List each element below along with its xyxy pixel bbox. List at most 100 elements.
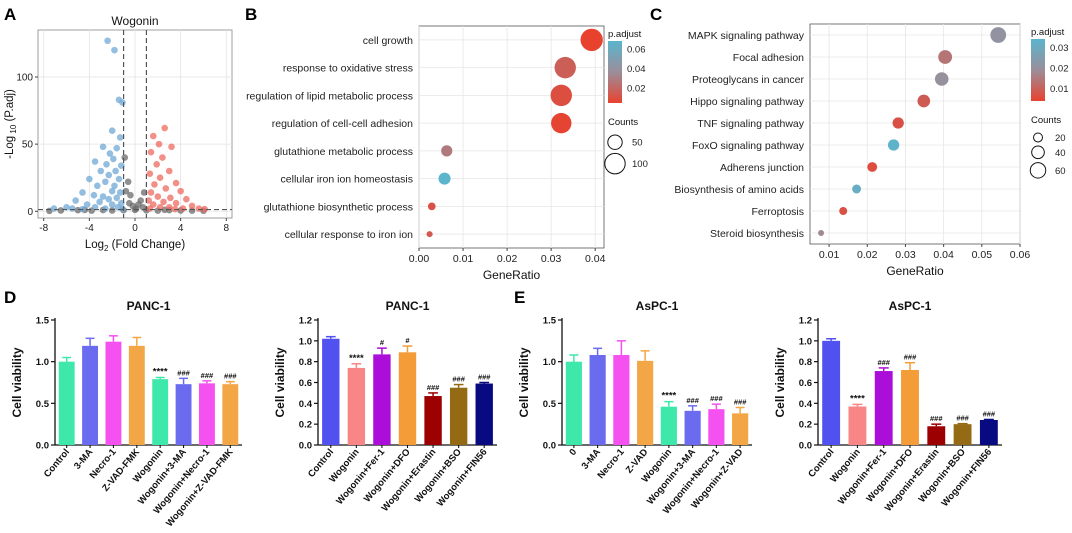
volcano-point bbox=[156, 203, 164, 211]
term-label: response to oxidative stress bbox=[283, 63, 413, 75]
y-tick-label: 0.6 bbox=[799, 378, 812, 389]
significance-label: ### bbox=[427, 383, 440, 392]
x-tick-label: 0.03 bbox=[895, 249, 916, 261]
y-tick-label: 50 bbox=[22, 140, 34, 151]
x-tick-label: -8 bbox=[39, 223, 48, 234]
x-tick-label: 0.05 bbox=[972, 249, 993, 261]
bar bbox=[475, 383, 493, 445]
x-tick-label: 0 bbox=[132, 223, 138, 234]
term-label: Biosynthesis of amino acids bbox=[674, 184, 804, 196]
y-tick-label: 0.5 bbox=[36, 399, 50, 410]
volcano-point bbox=[94, 182, 101, 190]
volcano-point bbox=[168, 143, 175, 151]
bar bbox=[152, 379, 169, 445]
x-tick-label: 8 bbox=[224, 223, 230, 234]
term-dot bbox=[550, 84, 572, 107]
term-label: FoxO signaling pathway bbox=[692, 140, 805, 152]
volcano-point bbox=[124, 178, 132, 186]
term-label: MAPK signaling pathway bbox=[688, 30, 805, 42]
term-dot bbox=[938, 50, 953, 64]
legend-count-circle bbox=[1029, 162, 1047, 179]
term-label: Steroid biosynthesis bbox=[710, 228, 804, 240]
plot-frame bbox=[809, 23, 1021, 245]
category-label: 0 bbox=[567, 447, 579, 458]
legend-padj-tick: 0.06 bbox=[627, 44, 646, 55]
term-label: regulation of lipid metabolic process bbox=[246, 90, 413, 102]
legend-count-label: 60 bbox=[1055, 166, 1066, 177]
y-tick-label: 0.2 bbox=[299, 420, 312, 431]
y-axis-label: Cell viability bbox=[10, 347, 24, 417]
term-label: cellular response to iron ion bbox=[285, 229, 414, 241]
volcano-point bbox=[156, 174, 164, 182]
volcano-point bbox=[96, 198, 103, 206]
significance-label: ### bbox=[478, 373, 491, 382]
bar bbox=[347, 367, 366, 445]
x-tick-label: 0.04 bbox=[585, 253, 606, 265]
significance-label: ### bbox=[930, 414, 943, 423]
legend-padj-tick: 0.02 bbox=[1050, 63, 1069, 74]
significance-label: ### bbox=[224, 372, 237, 381]
significance-label: ### bbox=[201, 371, 214, 380]
legend-count-label: 100 bbox=[632, 159, 648, 170]
volcano-point bbox=[153, 160, 160, 168]
term-dot bbox=[554, 56, 576, 79]
chart-title: PANC-1 bbox=[386, 299, 430, 313]
term-label: cellular iron ion homeostasis bbox=[281, 174, 413, 186]
bar bbox=[128, 345, 145, 445]
bar bbox=[637, 360, 654, 445]
y-tick-label: 1.2 bbox=[299, 316, 312, 327]
term-label: TNF signaling pathway bbox=[697, 118, 805, 130]
term-dot bbox=[441, 145, 453, 157]
significance-label: **** bbox=[349, 353, 364, 364]
y-tick-label: 1.2 bbox=[799, 316, 812, 327]
bar bbox=[589, 355, 606, 445]
y-tick-label: 0.0 bbox=[543, 441, 556, 452]
volcano-point bbox=[162, 185, 170, 192]
volcano-point bbox=[154, 193, 162, 200]
term-label: Adherens junction bbox=[720, 162, 804, 174]
volcano-point bbox=[99, 193, 107, 200]
volcano-point bbox=[91, 203, 99, 211]
volcano-point bbox=[102, 178, 109, 186]
volcano-point bbox=[111, 182, 118, 190]
term-dot bbox=[867, 162, 878, 172]
panel-letter-c: C bbox=[650, 5, 662, 24]
kegg-dotplot: 0.01 0.02 0.03 0.04 0.05 0.06 MAPK signaling p… bbox=[674, 23, 1069, 278]
volcano-point bbox=[119, 99, 126, 106]
x-axis-label: Log2 (Fold Change) bbox=[85, 239, 186, 253]
volcano-point bbox=[115, 175, 123, 183]
y-tick-label: 0.4 bbox=[299, 399, 313, 410]
bar bbox=[684, 410, 701, 445]
volcano-point bbox=[108, 201, 116, 208]
volcano-point bbox=[179, 205, 187, 212]
category-label: Wogonin+DFO bbox=[864, 447, 915, 505]
volcano-point bbox=[113, 194, 121, 202]
volcano-point bbox=[118, 162, 125, 169]
x-tick-label: 0.06 bbox=[1010, 249, 1031, 261]
term-label: Proteoglycans in cancer bbox=[692, 74, 805, 86]
volcano-point bbox=[188, 202, 196, 210]
x-tick-label: 0.00 bbox=[409, 253, 430, 265]
significance-label: **** bbox=[153, 367, 168, 378]
significance-label: # bbox=[380, 338, 385, 347]
chart-title: Wogonin bbox=[111, 14, 158, 28]
x-tick-label: -4 bbox=[85, 223, 94, 234]
volcano-point bbox=[155, 140, 163, 148]
y-axis-label: Cell viability bbox=[773, 347, 787, 417]
volcano-point bbox=[106, 150, 114, 157]
volcano-point bbox=[86, 175, 93, 183]
volcano-point bbox=[172, 199, 180, 207]
volcano-point bbox=[116, 134, 124, 141]
y-tick-label: 0.8 bbox=[799, 357, 812, 368]
bar bbox=[613, 355, 630, 445]
volcano-point bbox=[183, 195, 190, 203]
term-label: glutathione metabolic process bbox=[274, 146, 413, 158]
bar-chart-aspc1-ferroptosis: 0.0 0.2 0.4 0.6 0.8 1.0 1.2 AsPC-1 Cell viabilit… bbox=[773, 299, 1002, 514]
significance-label: ### bbox=[452, 375, 465, 384]
volcano-point bbox=[104, 37, 111, 45]
y-tick-label: 0 bbox=[27, 207, 33, 218]
term-dot bbox=[438, 172, 451, 185]
y-tick-label: 100 bbox=[16, 73, 33, 84]
